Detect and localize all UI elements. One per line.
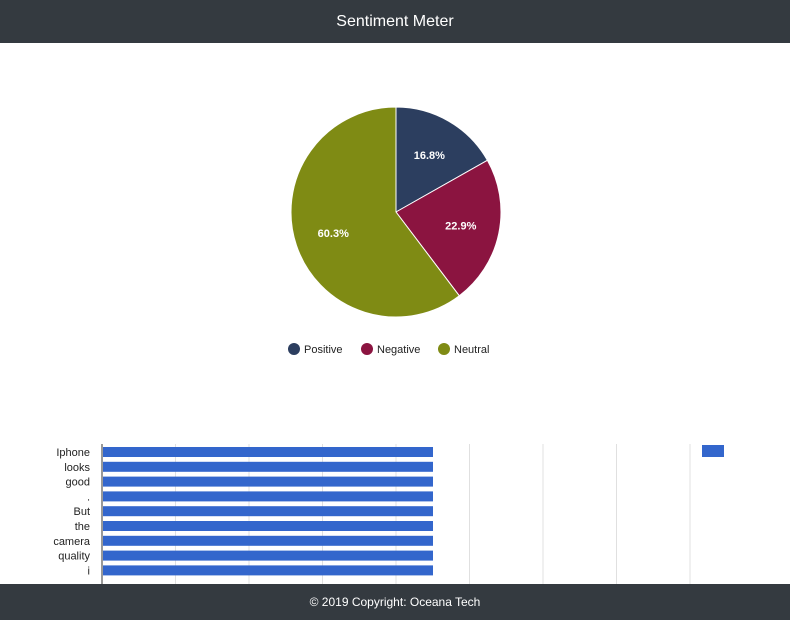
pie-slice-neutral[interactable]: [290, 106, 461, 318]
pie-label-negative: 22.9%: [445, 220, 476, 232]
y-tick-label: looks: [64, 462, 90, 474]
y-tick-label: i: [88, 565, 90, 577]
legend-label-positive[interactable]: Positive: [304, 344, 343, 356]
legend-label-negative[interactable]: Negative: [377, 344, 420, 356]
bar-good[interactable]: [103, 476, 433, 487]
bar-looks[interactable]: [103, 461, 433, 472]
bar-but[interactable]: [103, 506, 433, 517]
token-bar-chart: Iphone looks good. But the camera quality i: [53, 444, 724, 584]
bar-camera[interactable]: [103, 535, 433, 546]
copyright-text: © 2019 Copyright: Oceana Tech: [309, 595, 481, 609]
bar-legend-swatch: [702, 445, 724, 457]
bar-iphone[interactable]: [103, 447, 433, 457]
legend-marker-neutral: [438, 343, 450, 355]
legend-marker-positive: [288, 343, 300, 355]
y-tick-label: .: [87, 491, 90, 503]
y-tick-label: Iphone: [56, 447, 90, 459]
bar-i[interactable]: [103, 565, 433, 576]
y-tick-label: the: [75, 521, 90, 533]
y-tick-label: But: [73, 506, 90, 518]
y-tick-label: quality: [58, 551, 90, 563]
page-title: Sentiment Meter: [336, 12, 454, 30]
legend-label-neutral[interactable]: Neutral: [454, 344, 489, 356]
pie-label-positive: 16.8%: [414, 150, 445, 162]
pie-label-neutral: 60.3%: [318, 228, 349, 240]
bar-quality[interactable]: [103, 550, 433, 561]
sentiment-pie-chart: 16.8% 22.9% 60.3% Positive Negative Neutral: [288, 106, 502, 356]
header-bar: Sentiment Meter: [0, 0, 790, 43]
bar-dot[interactable]: [103, 491, 433, 502]
footer-bar: © 2019 Copyright: Oceana Tech: [0, 584, 790, 620]
pie-slice-positive[interactable]: [395, 106, 489, 213]
bar-the[interactable]: [103, 521, 433, 531]
y-tick-label: camera: [53, 536, 91, 548]
pie-slice-negative[interactable]: [395, 159, 502, 297]
legend-marker-negative: [361, 343, 373, 355]
y-tick-label: good: [66, 477, 90, 489]
